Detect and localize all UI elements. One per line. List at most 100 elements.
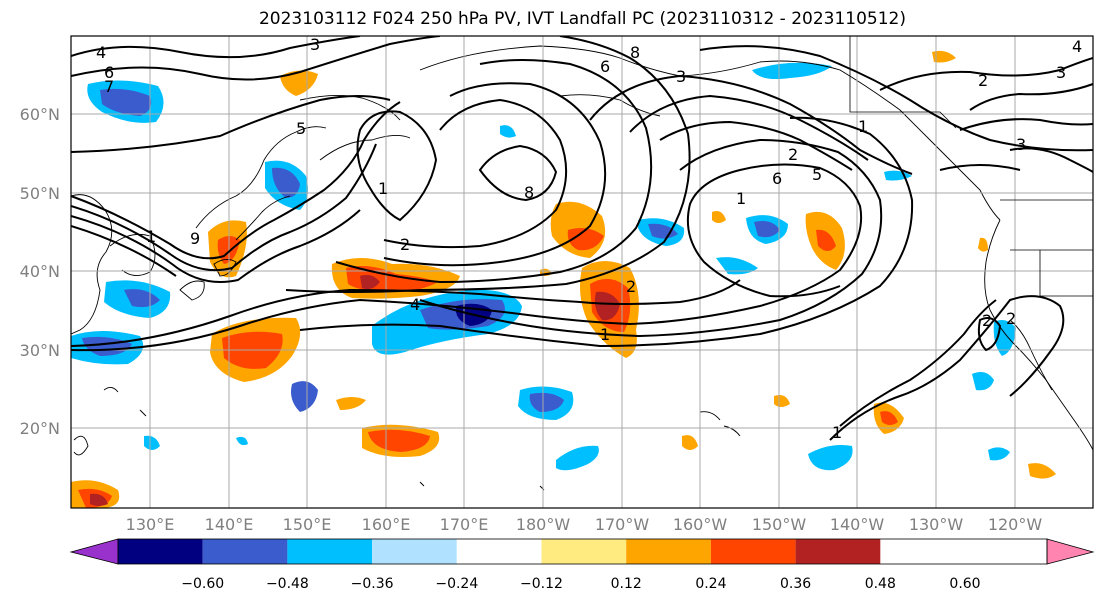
pos-anomaly-region [567, 228, 604, 251]
lon-label: 150°W [752, 515, 807, 534]
lat-label: 40°N [20, 262, 60, 281]
pos-anomaly-region [880, 411, 898, 425]
colorbar-tick-label: 0.48 [865, 576, 896, 592]
colorbar-tick-label: 0.12 [611, 576, 642, 592]
lon-label: 170°W [595, 515, 650, 534]
plot-title: 2023103112 F024 250 hPa PV, IVT Landfall… [258, 9, 906, 29]
contour-label: 3 [676, 67, 686, 86]
neg-anomaly-region [236, 436, 248, 446]
neg-anomaly-region [529, 392, 564, 412]
pos-anomaly-region [1028, 463, 1056, 479]
contour-label: 2 [978, 71, 988, 90]
contour-label: 1 [736, 189, 746, 208]
lon-label: 130°W [909, 515, 964, 534]
colorbar-segment [372, 539, 457, 564]
contour-labels: 4 6 7 3 5 1 9 2 4 8 1 6 3 8 2 6 5 1 2 3 … [96, 35, 1082, 442]
lon-label: 160°W [673, 515, 728, 534]
contour-label: 4 [1072, 37, 1082, 56]
coastlines [71, 45, 1093, 491]
colorbar-tick-labels: −0.60 −0.48 −0.36 −0.24 −0.12 0.12 0.24 … [181, 576, 980, 592]
pos-anomaly-region [774, 395, 790, 407]
lon-label: 170°E [440, 515, 489, 534]
lat-label: 30°N [20, 341, 60, 360]
pv-contours [71, 36, 1093, 441]
neg-anomaly-region [272, 167, 300, 198]
neg-anomaly-region [556, 445, 599, 471]
pc-shading [71, 50, 1056, 508]
contour-label: 5 [812, 165, 822, 184]
pos-anomaly-region [712, 211, 726, 223]
colorbar-segment [626, 539, 711, 564]
colorbar-tick-label: −0.24 [435, 576, 478, 592]
pos-anomaly-region [816, 229, 836, 251]
colorbar-tick-label: −0.48 [266, 576, 309, 592]
neg-anomaly-region [648, 223, 678, 239]
neg-anomaly-region [500, 125, 516, 138]
neg-anomaly-region [144, 435, 160, 450]
colorbar-extend-high [1046, 538, 1095, 565]
contour-label: 2 [982, 311, 992, 330]
lat-label: 50°N [20, 184, 60, 203]
neg-anomaly-region [808, 445, 853, 471]
contour-label: 2 [1006, 309, 1016, 328]
colorbar-segment [202, 539, 288, 564]
contour-label: 4 [410, 295, 420, 314]
lon-label: 180°W [516, 515, 571, 534]
pos-anomaly-region [682, 435, 698, 450]
contour-label: 5 [296, 119, 306, 138]
lon-label: 160°E [362, 515, 411, 534]
colorbar-tick-label: 0.36 [780, 576, 811, 592]
lon-label: 130°E [126, 515, 175, 534]
colorbar-outline [117, 538, 1048, 565]
pos-anomaly-region [280, 70, 318, 96]
colorbar-tick-label: 0.60 [949, 576, 980, 592]
colorbar-segment [456, 539, 542, 564]
pos-anomaly-region [336, 397, 366, 410]
contour-label: 7 [104, 77, 114, 96]
contour-label: 3 [1016, 135, 1026, 154]
neg-anomaly-region [716, 257, 758, 275]
latitude-labels: 60°N 50°N 40°N 30°N 20°N [20, 105, 60, 438]
contour-label: 6 [104, 63, 114, 82]
contour-label: 8 [524, 183, 534, 202]
contour-label: 6 [772, 169, 782, 188]
colorbar-segment [795, 539, 881, 564]
lon-label: 120°W [988, 515, 1043, 534]
contour-label: 1 [600, 325, 610, 344]
contour-label: 2 [788, 145, 798, 164]
lon-label: 140°W [830, 515, 885, 534]
colorbar-segment [118, 539, 203, 564]
contour-label: 2 [626, 277, 636, 296]
colorbar-segment [287, 539, 373, 564]
contour-label: 9 [190, 229, 200, 248]
contour-label: 2 [400, 235, 410, 254]
contour-label: 4 [96, 43, 106, 62]
contour-label: 3 [310, 35, 320, 54]
colorbar: −0.60 −0.48 −0.36 −0.24 −0.12 0.12 0.24 … [69, 538, 1095, 592]
pos-anomaly-region [594, 291, 620, 321]
colorbar-tick-label: −0.60 [181, 576, 224, 592]
neg-anomaly-region [972, 372, 994, 391]
map-frame [70, 35, 1094, 509]
neg-anomaly-region [291, 381, 318, 412]
longitude-labels: 130°E 140°E 150°E 160°E 170°E 180°W 170°… [126, 515, 1043, 534]
colorbar-extend-low [69, 538, 119, 565]
lon-label: 140°E [205, 515, 254, 534]
pos-anomaly-region [932, 50, 956, 63]
lat-label: 60°N [20, 105, 60, 124]
contour-label: 1 [832, 423, 842, 442]
neg-anomaly-region [754, 221, 780, 238]
pos-anomaly-region [978, 237, 988, 252]
pos-anomaly-region [360, 274, 380, 290]
contour-label: 1 [146, 227, 156, 246]
neg-anomaly-region [752, 62, 832, 79]
neg-anomaly-region [988, 447, 1010, 461]
pos-anomaly-region [368, 429, 430, 452]
pos-anomaly-region [90, 493, 108, 506]
lat-label: 20°N [20, 419, 60, 438]
colorbar-tick-label: −0.36 [351, 576, 394, 592]
neg-anomaly-region [124, 289, 160, 308]
contour-label: 8 [630, 43, 640, 62]
colorbar-segment [710, 539, 796, 564]
